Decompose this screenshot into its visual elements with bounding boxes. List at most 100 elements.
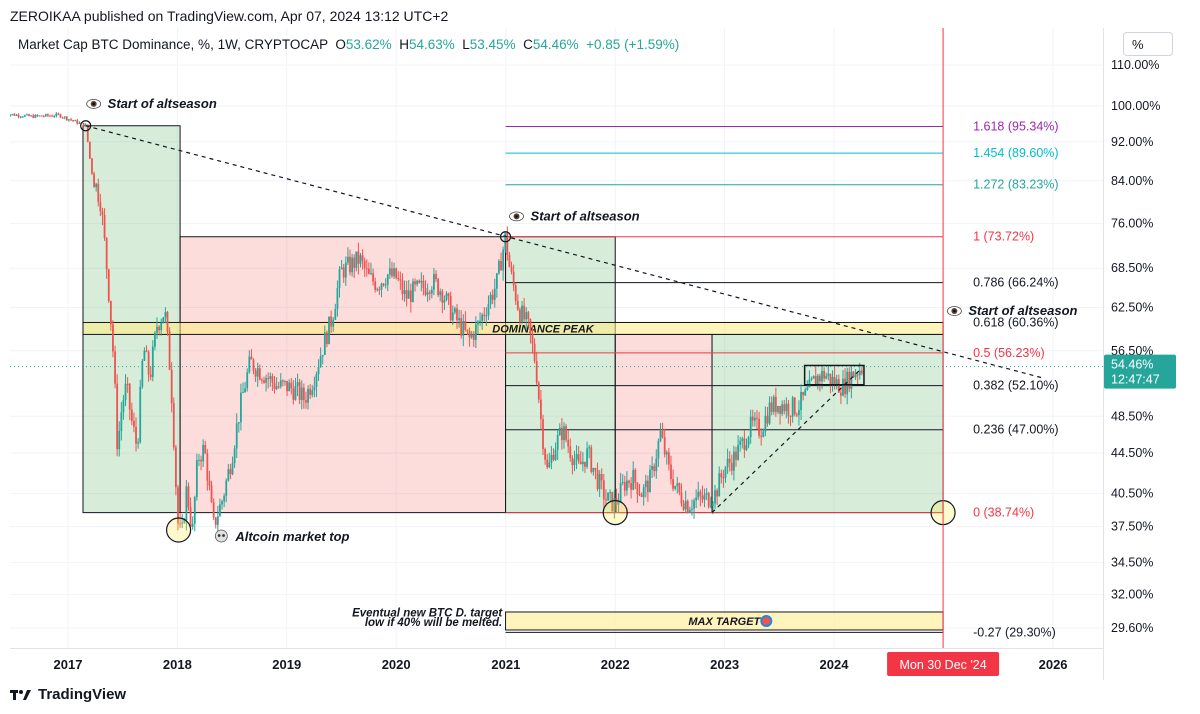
candle-body [584, 461, 586, 467]
candle-body [577, 454, 580, 462]
candle-body [626, 480, 628, 491]
candle-body [628, 480, 630, 484]
candle-body [223, 495, 226, 502]
candle-body [546, 459, 549, 468]
candle-body [529, 318, 532, 334]
symbol-title[interactable]: Market Cap BTC Dominance, %, 1W, CRYPTOC… [18, 37, 328, 52]
candle-body [193, 497, 196, 524]
candle-body [682, 503, 685, 510]
y-tick-label: 48.50% [1111, 409, 1153, 423]
candle-body [93, 173, 95, 188]
candle-body [97, 183, 100, 202]
candle-body [120, 412, 123, 431]
candle-body [40, 115, 43, 117]
candle-body [791, 397, 794, 417]
candle-body [552, 454, 555, 460]
candle-body [462, 321, 465, 336]
candle-body [275, 386, 278, 389]
candle-body [112, 324, 114, 352]
annotation-label: Start of altseason [968, 303, 1077, 318]
y-tick-label: 29.60% [1111, 621, 1153, 635]
candle-body [609, 492, 612, 494]
chart-frame[interactable]: DOMINANCE PEAK 1.618 (95.34%) 1.454 (89.6… [10, 28, 1190, 680]
time-axis[interactable]: 2017 2018 2019 2020 2021 2022 2023 2024 2026 Mon … [54, 652, 1068, 676]
fib-level-label: 0.236 (47.00%) [973, 423, 1058, 437]
candle-body [349, 256, 351, 273]
candle-body [323, 332, 326, 355]
candle-body [670, 464, 672, 480]
candle-body [10, 114, 12, 116]
price-chart[interactable]: DOMINANCE PEAK 1.618 (95.34%) 1.454 (89.6… [10, 28, 1190, 680]
candle-body [233, 448, 236, 464]
candle-body [852, 371, 855, 378]
publisher-line: ZEROIKAA published on TradingView.com, A… [10, 8, 449, 24]
candle-body [397, 278, 400, 280]
candle-body [53, 116, 56, 118]
candle-body [174, 447, 177, 488]
candle-body [707, 493, 710, 507]
candle-body [795, 414, 798, 416]
candle-body [74, 120, 77, 122]
candle-body [722, 477, 725, 479]
candle-body [516, 300, 519, 310]
candle-body [506, 232, 509, 255]
candle-body [470, 334, 473, 338]
candle-body [198, 459, 200, 461]
x-tick-label: 2017 [54, 657, 83, 672]
last-price-label: 54.46% [1111, 358, 1153, 372]
candle-body [168, 331, 171, 370]
symbol-legend[interactable]: Market Cap BTC Dominance, %, 1W, CRYPTOC… [18, 37, 679, 52]
candle-body [512, 271, 515, 286]
candle-body [55, 113, 58, 117]
candle-body [686, 500, 689, 513]
candle-body [730, 462, 733, 471]
candle-body [443, 299, 446, 303]
candle-body [72, 120, 74, 122]
marker-circle [165, 517, 192, 543]
candle-body [221, 501, 223, 505]
candle-body [502, 249, 505, 271]
x-tick-label: 2021 [491, 657, 520, 672]
candle-body [170, 369, 173, 404]
candle-body [724, 467, 727, 478]
candle-body [688, 509, 691, 513]
candle-body [781, 404, 784, 414]
candle-body [388, 268, 391, 275]
candle-body [344, 262, 347, 278]
candle-body [30, 115, 33, 117]
candle-body [602, 480, 605, 500]
candle-body [701, 495, 704, 500]
annotation-label: Start of altseason [531, 208, 640, 223]
candle-body [493, 288, 496, 300]
candle-body [550, 454, 553, 463]
candle-body [542, 419, 544, 450]
marker-circle [499, 231, 512, 243]
candle-body [214, 517, 217, 525]
candle-body [122, 400, 125, 413]
target-icon [760, 614, 773, 627]
candle-body [422, 280, 425, 289]
candle-body [256, 368, 259, 377]
candle-body [292, 388, 295, 400]
x-tick-label: 2020 [382, 657, 411, 672]
candle-body [453, 308, 456, 313]
candle-body [596, 469, 599, 490]
candle-body [114, 351, 116, 384]
candle-body [439, 291, 442, 296]
candle-body [269, 376, 272, 379]
candle-body [615, 498, 618, 505]
candle-body [433, 273, 435, 290]
open-value: 53.62% [345, 37, 392, 52]
candle-body [340, 267, 343, 270]
candle-body [535, 361, 538, 384]
skull-eye [222, 534, 225, 537]
candle-body [430, 289, 433, 294]
candle-body [735, 451, 737, 460]
price-axis[interactable]: 110.00% 100.00% 92.00% 84.00% 76.00% 68.50% 62… [1104, 58, 1176, 635]
note-label: Eventual new BTC D. target [352, 607, 503, 619]
candle-body [768, 402, 771, 424]
candle-body [777, 406, 779, 413]
fib-level-label: 1.272 (83.23%) [973, 178, 1058, 192]
candle-body [632, 469, 635, 490]
percent-scale-toggle[interactable]: % [1123, 32, 1173, 56]
